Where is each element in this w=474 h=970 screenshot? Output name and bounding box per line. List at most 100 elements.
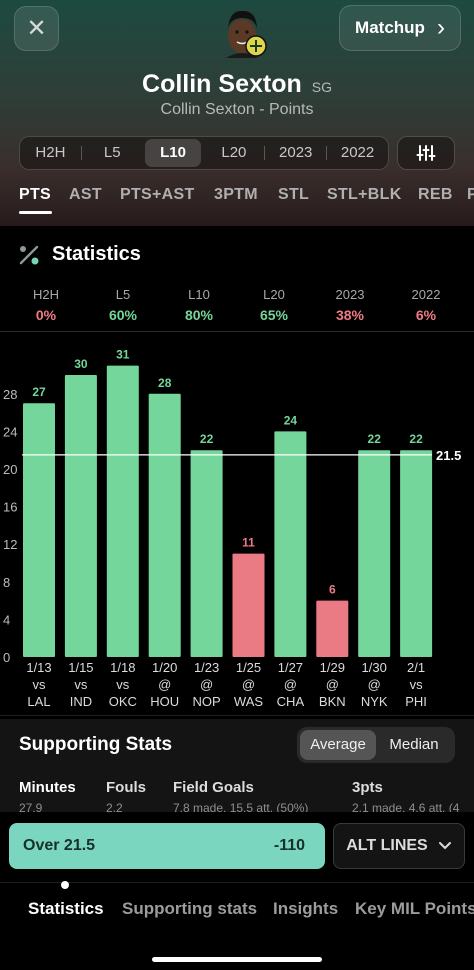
bar-value-label: 22 [200,432,214,446]
y-tick-label: 0 [3,650,10,665]
bar-value-label: 22 [368,432,382,446]
period-l20[interactable]: L20 [221,144,247,161]
period-l10[interactable]: L10 [144,139,202,167]
bar-okc [106,365,139,657]
x-date-label: 2/1 [407,660,425,675]
bar-lal [23,403,55,657]
divider [326,146,328,160]
hit-rate-l10: L10 80% [169,287,229,323]
odds-value: -110 [273,837,305,854]
over-line-label: Over 21.5 [23,837,96,854]
y-tick-label: 8 [3,575,10,590]
alt-lines-label: ALT LINES [346,837,428,854]
bar-hou [148,393,181,657]
x-opponent-label: PHI [405,694,427,709]
bar-value-label: 27 [32,385,46,399]
x-opponent-label: OKC [109,694,137,709]
x-date-label: 1/30 [362,660,387,675]
player-position: SG [311,79,332,95]
active-tab-indicator [19,211,52,214]
hit-rate-value: 80% [184,307,214,323]
stat-label: 3pts [352,779,383,796]
hit-rate-l20: L20 65% [244,287,304,323]
tab-ast[interactable]: AST [69,186,102,203]
bar-was [232,553,265,657]
matchup-button[interactable]: Matchup › [339,5,461,51]
x-date-label: 1/27 [278,660,303,675]
period-h2h[interactable]: H2H [35,144,66,161]
bet-actions: Over 21.5 -110 ALT LINES [0,812,474,882]
bar-phi [400,450,433,657]
toggle-median[interactable]: Median [389,736,439,753]
x-opponent-label: IND [70,694,92,709]
x-opponent-label: NOP [193,694,221,709]
x-location-label: @ [284,677,297,692]
hit-rate-value: 60% [108,307,138,323]
toggle-average[interactable]: Average [300,730,376,760]
bar-value-label: 24 [284,413,298,427]
stat-label: Minutes [19,779,76,796]
divider [80,146,82,160]
close-icon: ✕ [26,15,47,42]
nav-supporting-stats[interactable]: Supporting stats [122,899,258,918]
tab-more[interactable]: P [467,186,474,203]
average-median-toggle: Average Median [297,727,455,763]
chevron-right-icon: › [436,14,445,41]
period-2022[interactable]: 2022 [340,144,375,161]
sliders-icon [416,145,436,161]
period-selector: H2H L5 L10 L20 2023 2022 [19,136,389,170]
tab-3ptm[interactable]: 3PTM [214,186,258,203]
x-date-label: 1/20 [152,660,177,675]
period-l5[interactable]: L5 [103,144,121,161]
home-indicator [152,957,322,962]
tab-stl[interactable]: STL [278,186,310,203]
nav-key-mil-points[interactable]: Key MIL Points [355,899,474,918]
hit-rate-h2h: H2H 0% [16,287,76,323]
hit-rate-value: 38% [335,307,365,323]
stat-value: 7.8 made, 15.5 att. (50%) [173,801,309,815]
x-date-label: 1/29 [320,660,345,675]
x-opponent-label: NYK [361,694,388,709]
x-location-label: @ [368,677,381,692]
tab-reb[interactable]: REB [418,186,453,203]
tab-pts[interactable]: PTS [19,186,52,203]
stat-label: Fouls [106,779,146,796]
hit-rate-value: 0% [35,307,57,323]
player-avatar-icon [226,10,267,58]
x-location-label: vs [33,677,47,692]
hit-rate-l5: L5 60% [93,287,153,323]
tab-stl-blk[interactable]: STL+BLK [327,186,402,203]
bar-value-label: 11 [242,536,255,550]
filter-button[interactable] [397,136,455,170]
x-location-label: @ [158,677,171,692]
hit-rate-label: L10 [188,287,210,302]
hit-rate-value: 65% [259,307,289,323]
stat-field-goals: Field Goals 7.8 made, 15.5 att. (50%) [173,779,308,815]
over-bet-button[interactable]: Over 21.5 -110 [9,823,325,869]
hit-rate-label: L20 [263,287,285,302]
close-button[interactable]: ✕ [14,6,59,51]
x-date-label: 1/13 [26,660,51,675]
nav-insights[interactable]: Insights [273,899,339,918]
stat-value: 2.1 made, 4.6 att. (4 [352,801,460,815]
y-tick-label: 28 [3,387,17,402]
stat-3pts: 3pts 2.1 made, 4.6 att. (4 [352,779,474,815]
x-opponent-label: WAS [234,694,263,709]
hit-rate-label: L5 [115,287,131,302]
x-location-label: vs [74,677,88,692]
alt-lines-button[interactable]: ALT LINES [333,823,465,869]
statistics-heading: Statistics [18,243,141,266]
hit-rate-label: H2H [32,287,59,302]
bar-cha [274,431,307,657]
player-title: Collin Sexton SG [0,70,474,99]
active-nav-indicator [61,881,69,889]
bar-value-label: 22 [409,432,423,446]
x-opponent-label: LAL [27,694,50,709]
tab-pts-ast[interactable]: PTS+AST [120,186,195,203]
matchup-label: Matchup [355,18,425,37]
nav-statistics[interactable]: Statistics [28,899,104,918]
stat-value: 2.2 [106,801,123,815]
x-date-label: 1/18 [110,660,135,675]
y-tick-label: 12 [3,537,17,552]
period-2023[interactable]: 2023 [279,144,313,161]
